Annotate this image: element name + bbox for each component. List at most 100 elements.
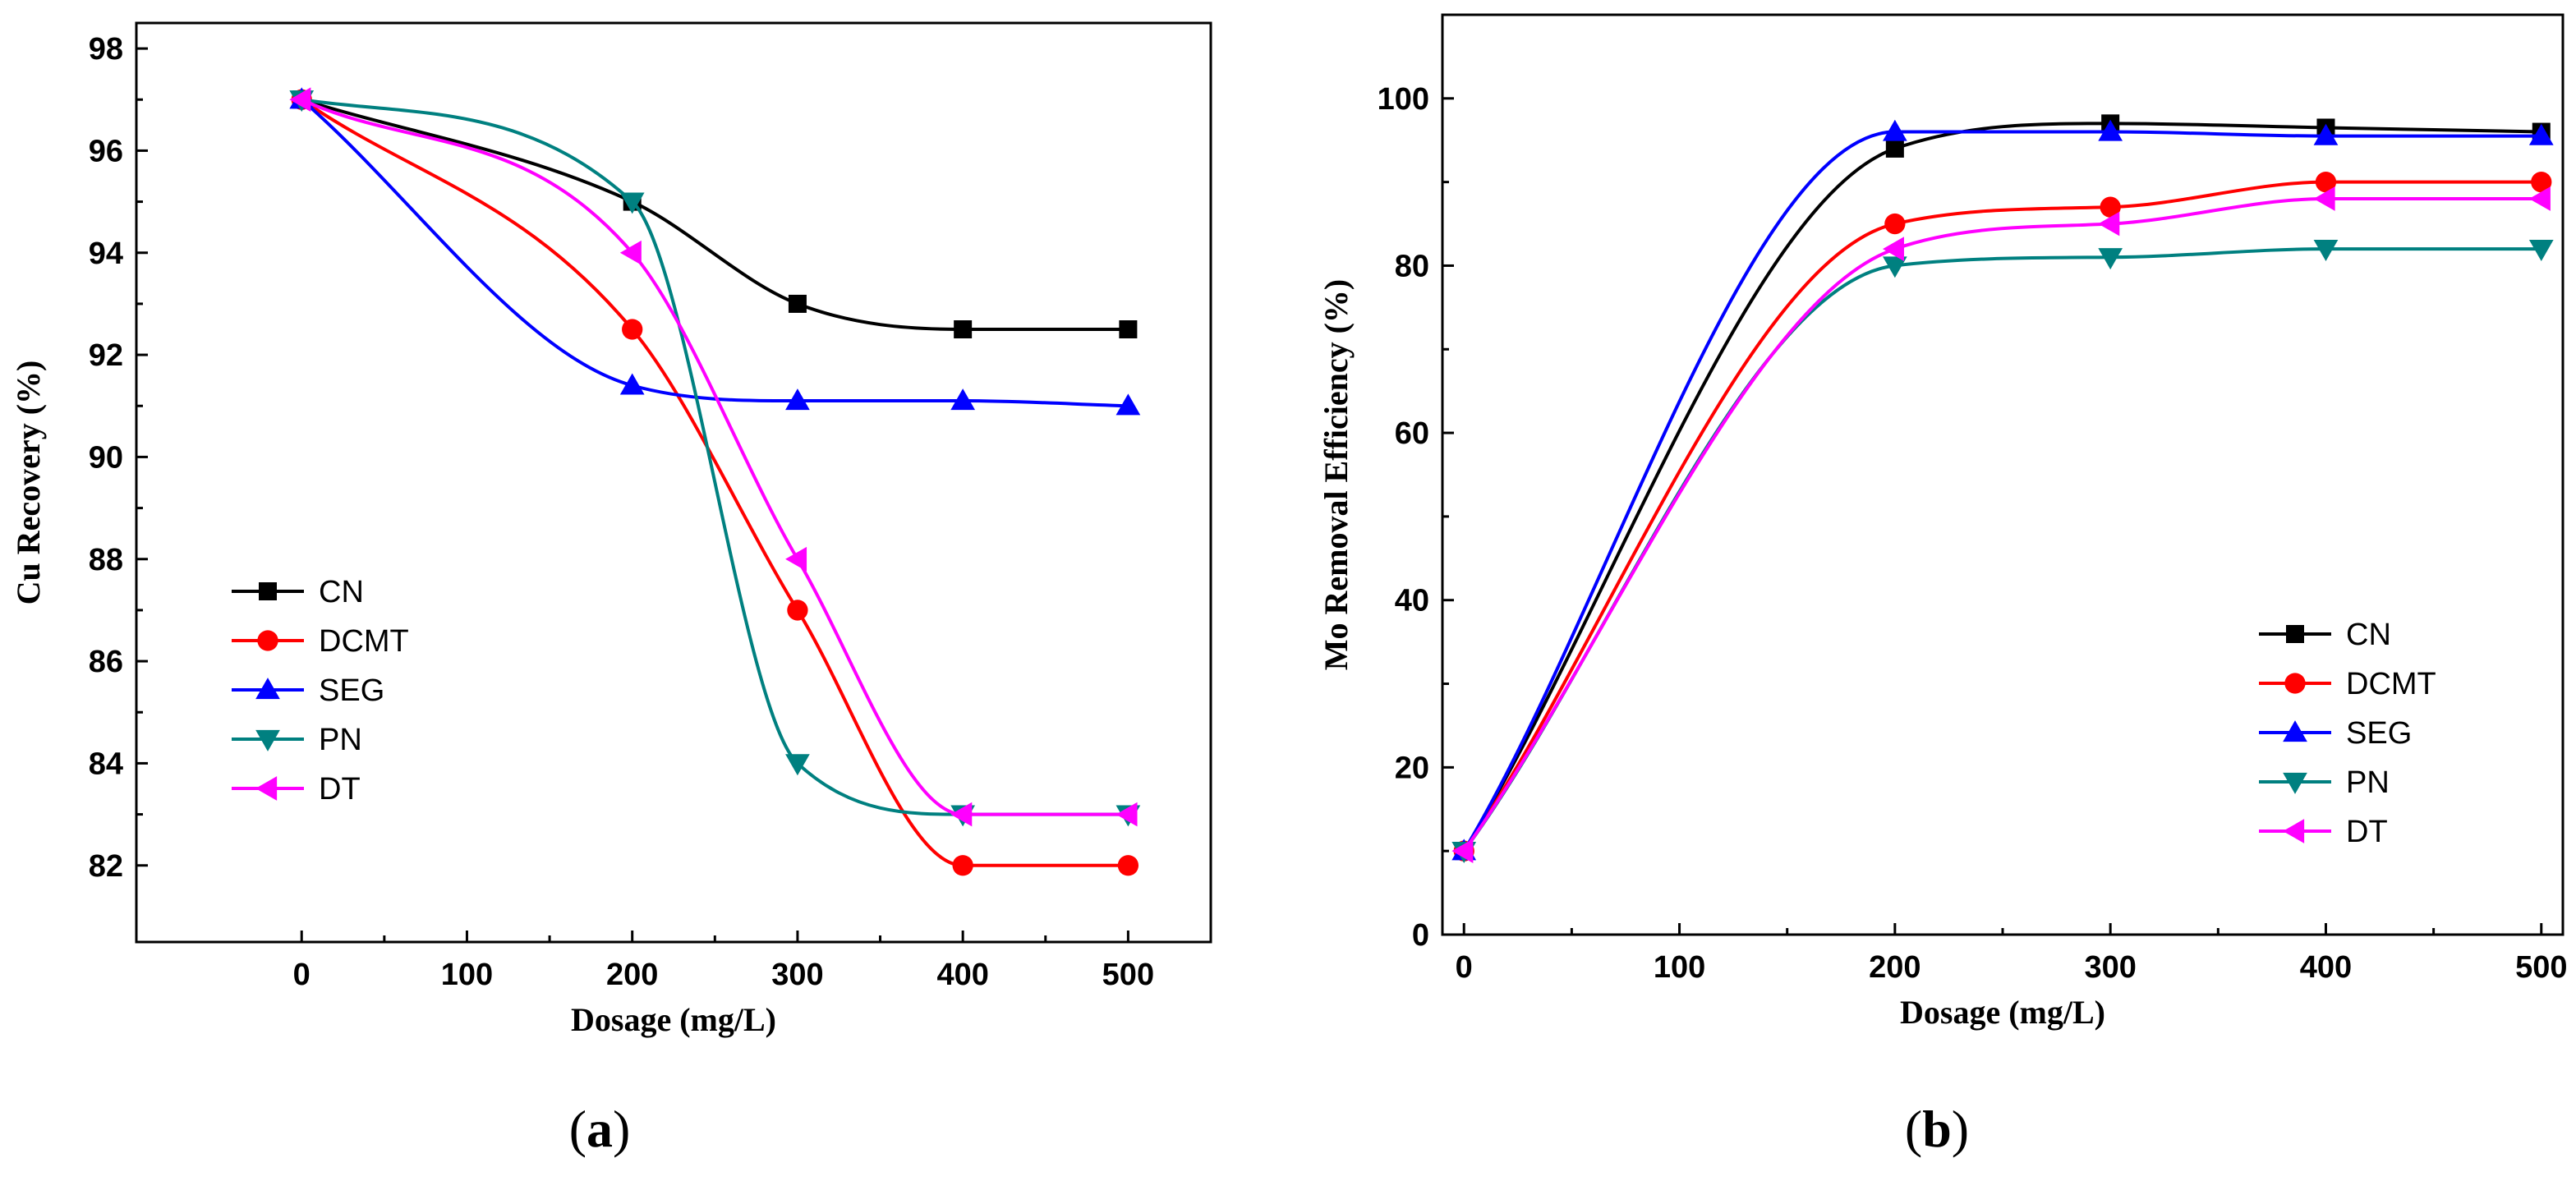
data-point-pn [785, 754, 810, 776]
data-point-seg [2313, 123, 2339, 145]
legend: CN DCMT SEG PN DT [232, 575, 409, 806]
x-tick-label: 0 [1456, 950, 1473, 985]
plot-frame [135, 21, 1212, 944]
series-dt [289, 87, 1138, 827]
data-point-dcmt [1117, 855, 1139, 876]
series-dt [1451, 186, 2551, 864]
panel-b-mo-removal: 0 100 200 300 400 500 0 20 40 60 80 100 Dosage (mg/L… [1318, 13, 2567, 1158]
y-tick-label: 82 [89, 849, 123, 884]
data-point-dt [950, 802, 973, 827]
data-point-dcmt [622, 319, 643, 340]
y-axis-title: Cu Recovery (%) [10, 361, 47, 605]
legend-label-dt: DT [319, 772, 361, 806]
y-axis-title: Mo Removal Efficiency (%) [1318, 279, 1355, 671]
data-point-dt [1882, 237, 1904, 261]
x-axis-title: Dosage (mg/L) [1900, 994, 2105, 1031]
panel-label-open: ( [569, 1100, 586, 1158]
data-point-pn [2098, 248, 2123, 270]
panel-label-letter: b [1922, 1100, 1952, 1158]
x-tick-label: 300 [771, 958, 823, 992]
series-line-dcmt [1462, 180, 2542, 852]
y-tick-label: 100 [1378, 82, 1429, 117]
panel-label: (b) [1905, 1100, 1969, 1158]
x-tick-label: 0 [293, 958, 310, 992]
panel-label: (a) [569, 1100, 631, 1158]
series-line-pn [1462, 247, 2542, 852]
data-point-dt [619, 240, 642, 265]
legend-marker-seg [2283, 720, 2307, 742]
data-point-seg [1116, 393, 1141, 416]
panel-label-close: ) [613, 1100, 630, 1158]
legend-label-seg: SEG [2346, 716, 2412, 751]
y-tick-label: 84 [89, 747, 123, 781]
data-point-cn [1885, 139, 1904, 158]
y-tick-label: 96 [89, 134, 123, 168]
data-point-dt [1116, 802, 1138, 827]
data-point-seg [619, 373, 645, 395]
data-point-cn [1119, 320, 1138, 338]
x-tick-label: 300 [2084, 950, 2136, 985]
data-point-dcmt [2100, 196, 2121, 218]
panel-a-cu-recovery: 0 100 200 300 400 500 82 84 86 88 90 92 94 96 98 Dosage… [10, 21, 1212, 1158]
legend-marker-cn [2286, 625, 2304, 643]
data-point-dcmt [787, 600, 808, 621]
data-point-dcmt [2315, 171, 2337, 193]
series-line-dt [1462, 196, 2542, 852]
legend-label-pn: PN [2346, 765, 2390, 800]
data-point-dcmt [1884, 213, 1906, 235]
y-tick-label: 60 [1395, 416, 1429, 451]
y-tick-label: 90 [89, 440, 123, 475]
data-point-pn [1882, 256, 1907, 278]
series-cn [292, 90, 1138, 338]
y-tick-label: 98 [89, 32, 123, 67]
y-tick-label: 80 [1395, 249, 1429, 283]
data-point-dt [785, 546, 807, 572]
panel-label-letter: a [586, 1100, 613, 1158]
data-point-dcmt [952, 855, 973, 876]
legend-label-dcmt: DCMT [2346, 667, 2436, 701]
data-point-seg [2528, 123, 2554, 145]
data-point-dt [1451, 839, 1474, 864]
y-tick-label: 88 [89, 543, 123, 577]
data-point-seg [785, 388, 810, 411]
legend: CN DCMT SEG PN DT [2259, 618, 2436, 849]
y-tick-label: 0 [1412, 918, 1429, 953]
series-line-cn [301, 98, 1129, 332]
data-point-pn [2313, 239, 2339, 261]
y-tick-label: 20 [1395, 751, 1429, 785]
data-point-dt [289, 87, 311, 113]
data-point-dt [2313, 186, 2335, 211]
legend-label-dcmt: DCMT [319, 624, 409, 659]
data-point-seg [950, 388, 976, 411]
series-seg [289, 87, 1141, 416]
series-line-cn [1462, 122, 2542, 852]
series-line-dcmt [301, 98, 1129, 867]
y-tick-label: 94 [89, 237, 123, 271]
series-line-pn [301, 98, 1129, 816]
series-line-seg [1462, 130, 2542, 852]
legend-label-cn: CN [319, 575, 364, 609]
legend-marker-dt [2283, 819, 2305, 843]
x-tick-label: 400 [2300, 950, 2352, 985]
legend-marker-dt [255, 776, 278, 801]
legend-marker-pn [2283, 772, 2307, 794]
data-point-dt [2098, 211, 2120, 237]
x-tick-label: 100 [441, 958, 493, 992]
legend-marker-dcmt [257, 630, 278, 651]
y-tick-label: 92 [89, 338, 123, 373]
legend-marker-seg [255, 678, 280, 700]
data-point-seg [2098, 119, 2123, 141]
legend-marker-dcmt [2284, 673, 2306, 694]
x-tick-label: 100 [1654, 950, 1705, 985]
y-tick-label: 86 [89, 645, 123, 679]
x-tick-label: 400 [936, 958, 988, 992]
data-point-cn [788, 294, 807, 313]
plot-frame [1441, 13, 2564, 936]
legend-label-pn: PN [319, 723, 362, 757]
series-dcmt [1453, 171, 2552, 862]
series-line-seg [300, 98, 1129, 408]
data-point-cn [954, 320, 973, 338]
data-point-seg [1882, 119, 1907, 141]
panel-label-close: ) [1952, 1100, 1969, 1158]
